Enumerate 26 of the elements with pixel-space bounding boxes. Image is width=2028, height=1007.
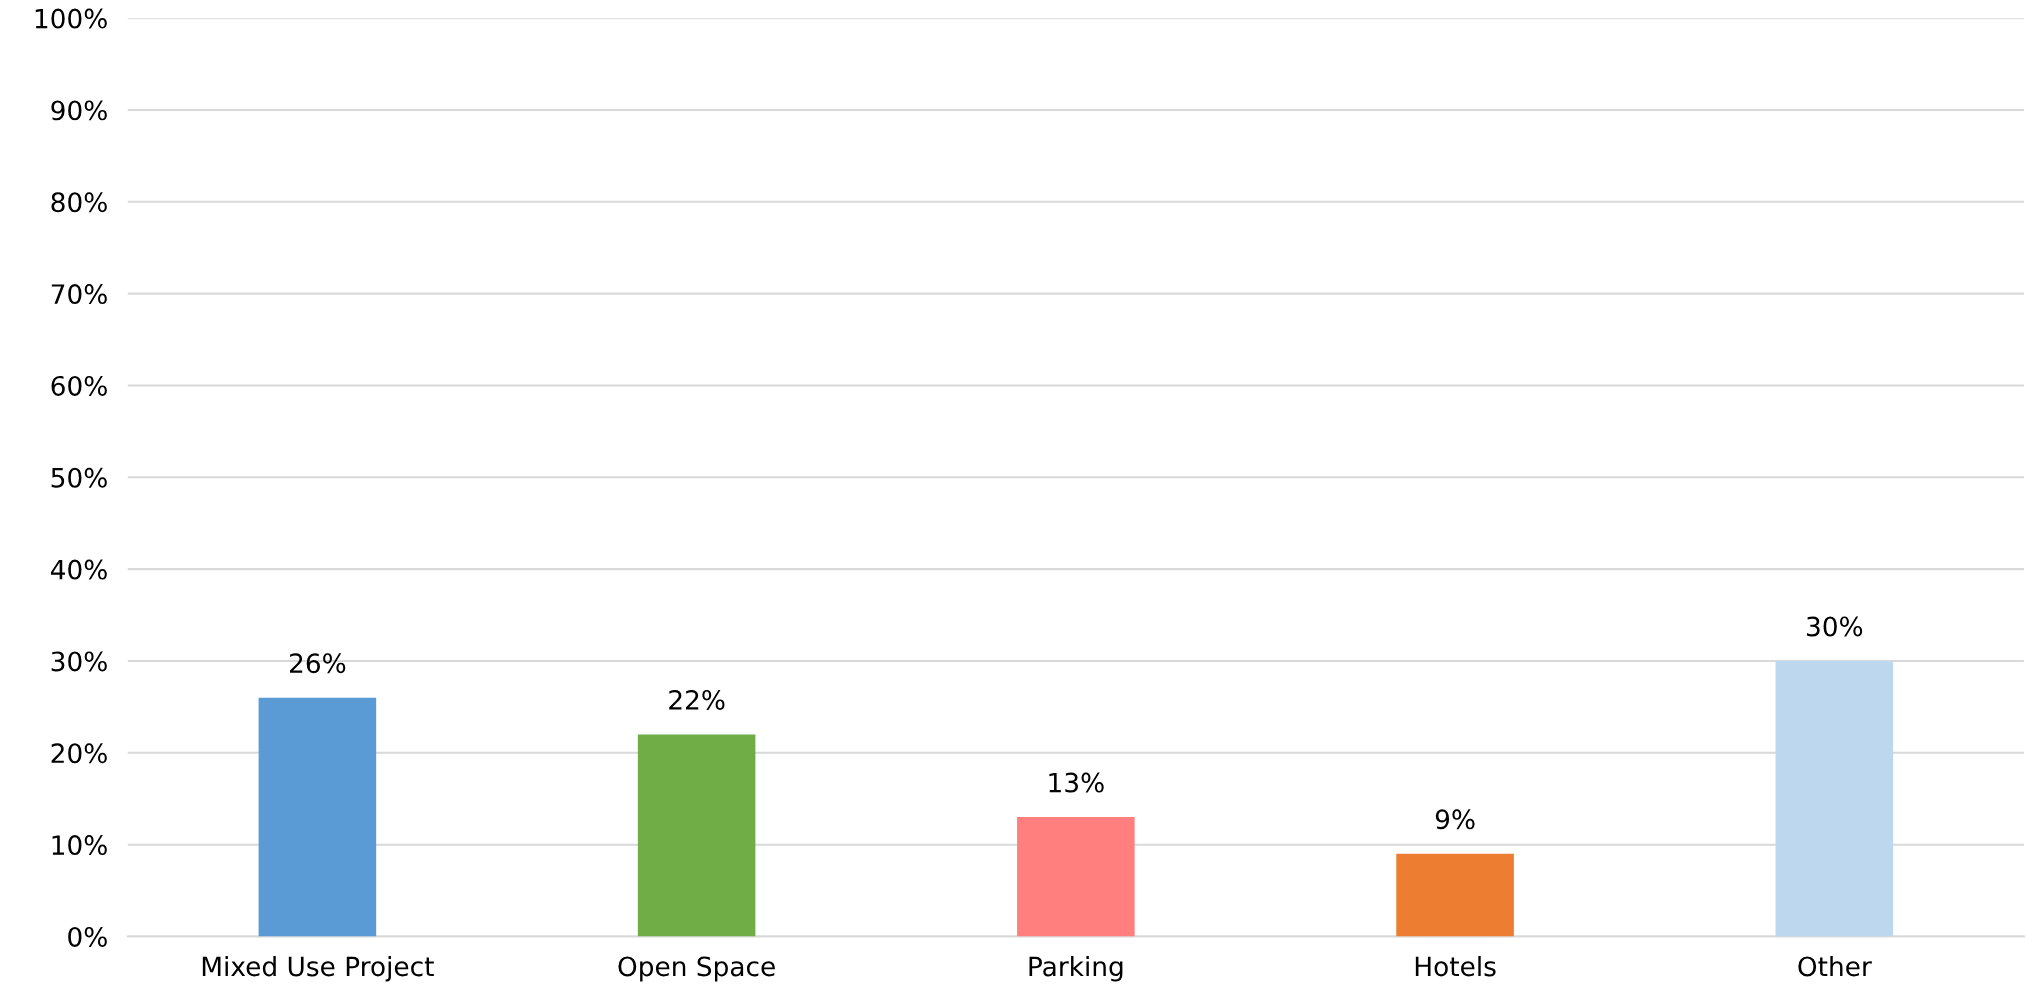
- y-tick-label: 0%: [68, 926, 107, 947]
- y-tick-label: 10%: [52, 835, 107, 856]
- y-tick-label: 20%: [51, 743, 107, 764]
- y-tick-label: 90%: [51, 100, 107, 121]
- x-tick-label: Hotels: [1415, 955, 1496, 977]
- y-tick-label: 40%: [50, 559, 107, 580]
- y-tick-label: 100%: [35, 8, 107, 29]
- bar: [1775, 660, 1894, 937]
- y-tick-label: 50%: [51, 467, 107, 488]
- y-tick-label: 30%: [51, 651, 107, 672]
- data-label: 26%: [289, 653, 346, 674]
- y-tick-label: 80%: [51, 192, 107, 213]
- x-tick-label: Mixed Use Project: [202, 955, 434, 982]
- data-label: 30%: [1807, 616, 1863, 637]
- y-tick-label: 70%: [51, 284, 107, 305]
- bar: [1396, 853, 1514, 937]
- data-label: 22%: [669, 689, 725, 710]
- data-label: 9%: [1435, 809, 1475, 830]
- y-tick-label: 60%: [51, 375, 107, 396]
- x-tick-label: Parking: [1029, 955, 1123, 982]
- bar: [637, 734, 756, 937]
- x-tick-label: Other: [1798, 955, 1872, 977]
- bar: [258, 697, 377, 937]
- bar: [1017, 817, 1135, 937]
- x-tick-label: Open Space: [618, 956, 775, 982]
- data-label: 13%: [1049, 772, 1104, 793]
